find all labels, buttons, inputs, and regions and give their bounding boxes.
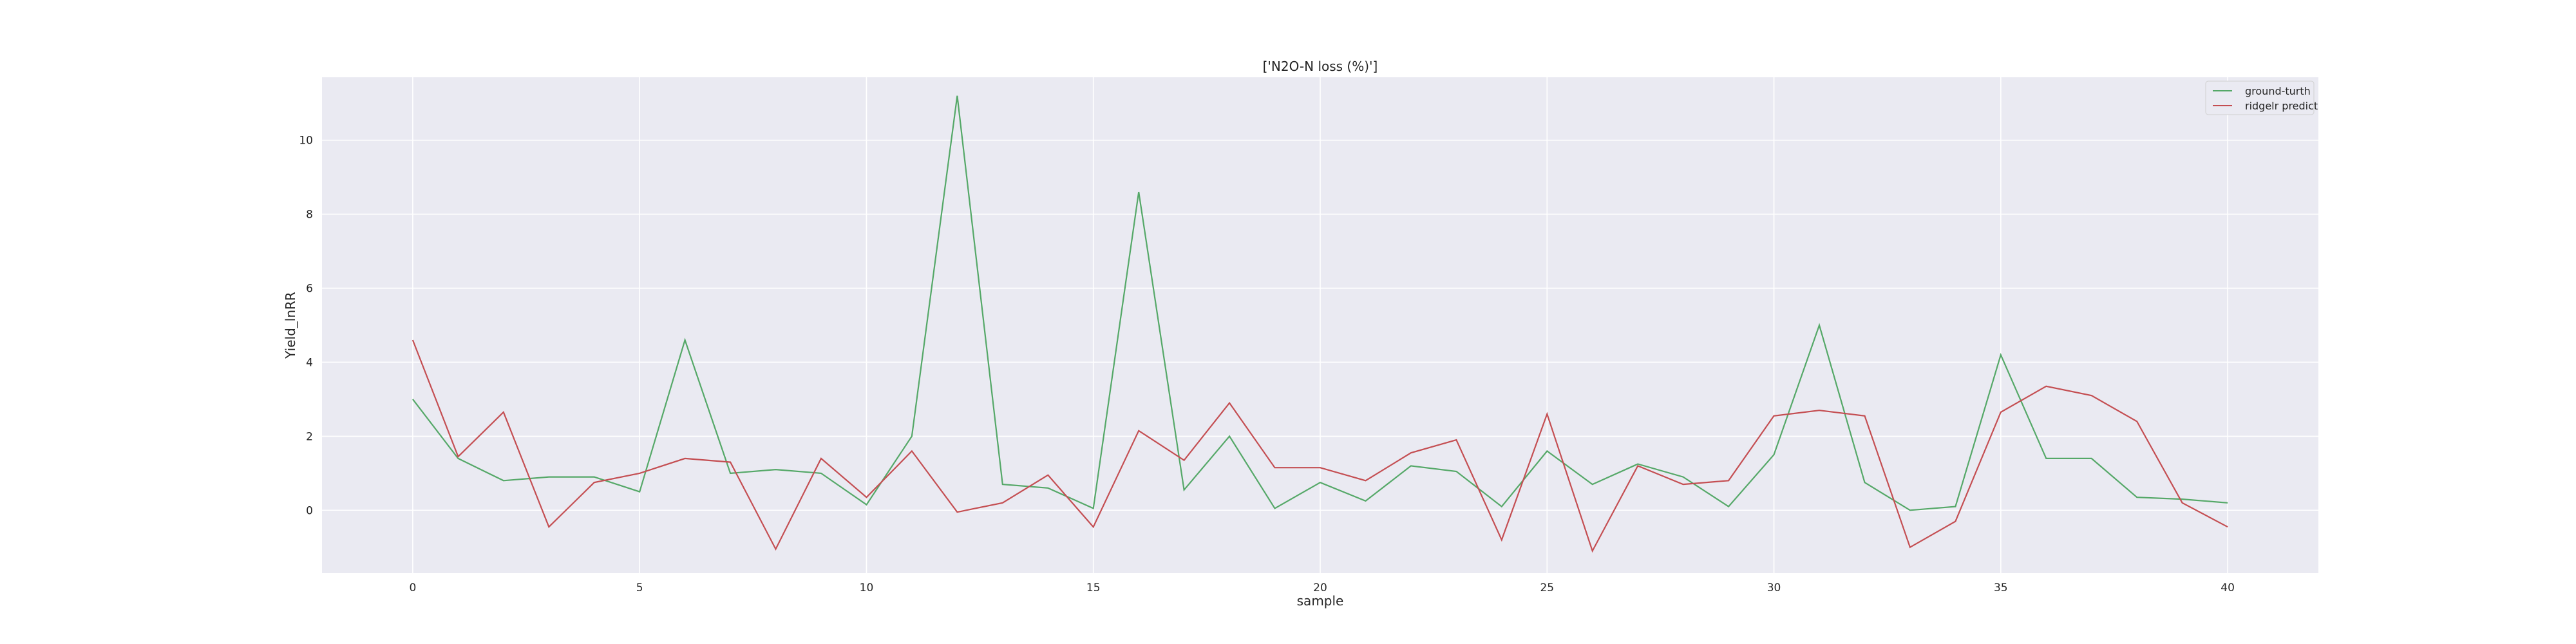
y-axis-label: Yield_lnRR bbox=[283, 292, 298, 359]
x-tick-label: 15 bbox=[1086, 582, 1101, 594]
x-tick-label: 25 bbox=[1540, 582, 1554, 594]
legend: ground-turth ridgelr predict bbox=[2205, 80, 2318, 115]
series-lines bbox=[412, 95, 2228, 553]
x-tick-label: 20 bbox=[1313, 582, 1327, 594]
tick-labels: 0 5 10 15 20 25 30 35 40 0 2 4 6 8 10 bbox=[299, 135, 2235, 594]
x-tick-label: 10 bbox=[860, 582, 874, 594]
grid-lines bbox=[322, 77, 2318, 573]
x-tick-label: 40 bbox=[2221, 582, 2235, 594]
x-tick-label: 0 bbox=[409, 582, 416, 594]
legend-label-ridgelr-predict: ridgelr predict bbox=[2245, 100, 2318, 112]
series-line-ground-turth bbox=[412, 95, 2228, 511]
x-tick-label: 30 bbox=[1767, 582, 1781, 594]
x-tick-label: 5 bbox=[636, 582, 643, 594]
y-tick-label: 0 bbox=[306, 504, 313, 517]
series-line-ridgelr-predict bbox=[412, 339, 2228, 553]
x-tick-label: 35 bbox=[1994, 582, 2008, 594]
y-tick-label: 4 bbox=[306, 356, 313, 369]
y-tick-label: 2 bbox=[306, 430, 313, 443]
y-tick-label: 10 bbox=[299, 135, 313, 147]
y-tick-label: 6 bbox=[306, 283, 313, 296]
y-tick-label: 8 bbox=[306, 209, 313, 222]
x-axis-label: sample bbox=[1297, 593, 1344, 609]
chart-title: ['N2O-N loss (%)'] bbox=[1263, 59, 1378, 74]
legend-label-ground-turth: ground-turth bbox=[2245, 85, 2311, 97]
legend-box bbox=[2205, 80, 2315, 115]
